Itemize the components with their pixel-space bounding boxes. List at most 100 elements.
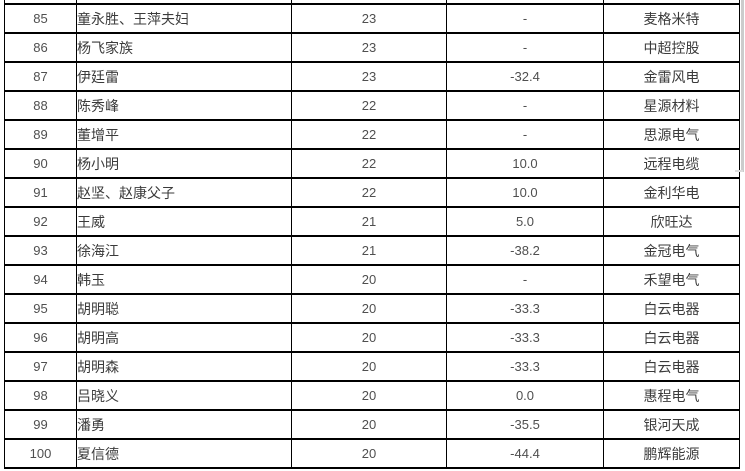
- cell-value: 20: [291, 351, 447, 381]
- table-row: 89 董增平 22- 思源电气: [4, 119, 740, 149]
- cell-company: 白云电器: [603, 322, 740, 352]
- table-row: 95 胡明聪 20 -33.3 白云电器: [4, 293, 740, 323]
- cell-name: 胡明高: [76, 322, 292, 352]
- cell-value: 23: [291, 32, 447, 62]
- cell-rank: 86: [4, 32, 77, 62]
- cell-name: 胡明森: [76, 351, 292, 381]
- cell-rank: [4, 0, 77, 4]
- cell-change: -32.4: [446, 61, 604, 91]
- table-row: 99 潘勇 20 -35.5 银河天成: [4, 409, 740, 439]
- cell-name: 赵坚、赵康父子: [76, 177, 292, 207]
- cell-change: -: [446, 264, 604, 294]
- cell-company: 白云电器: [603, 351, 740, 381]
- cell-rank: 98: [4, 380, 77, 410]
- table-row: 97 胡明森 20 -33.3 白云电器: [4, 351, 740, 381]
- cell-name: 徐海江: [76, 235, 292, 265]
- cell-value: 22: [291, 177, 447, 207]
- cell-name: 王威: [76, 206, 292, 236]
- cell-change: -: [446, 119, 604, 149]
- cell-name: 童永胜、王萍夫妇: [76, 3, 292, 33]
- cell-rank: 91: [4, 177, 77, 207]
- cell-change: [446, 0, 604, 4]
- cell-rank: 90: [4, 148, 77, 178]
- cell-name: 吕晓义: [76, 380, 292, 410]
- cell-rank: 88: [4, 90, 77, 120]
- table-row: 93 徐海江 21 -38.2 金冠电气: [4, 235, 740, 265]
- cell-rank: 89: [4, 119, 77, 149]
- table-row: 94 韩玉 20- 禾望电气: [4, 264, 740, 294]
- cell-rank: 94: [4, 264, 77, 294]
- cell-company: 金冠电气: [603, 235, 740, 265]
- cell-change: -35.5: [446, 409, 604, 439]
- table-row: 90 杨小明 22 10.0 远程电缆: [4, 148, 740, 178]
- table-row: 98 吕晓义 20 0.0 惠程电气: [4, 380, 740, 410]
- cell-change: -44.4: [446, 438, 604, 469]
- cell-value: 21: [291, 235, 447, 265]
- cell-company: 欣旺达: [603, 206, 740, 236]
- cell-change: 5.0: [446, 206, 604, 236]
- scrollbar-thumb[interactable]: [741, 0, 744, 172]
- cell-company: 惠程电气: [603, 380, 740, 410]
- table-row: 85 童永胜、王萍夫妇 23- 麦格米特: [4, 3, 740, 33]
- cell-change: 10.0: [446, 177, 604, 207]
- cell-change: -: [446, 32, 604, 62]
- table-body: 85 童永胜、王萍夫妇 23- 麦格米特 86 杨飞家族 23- 中超控股 87 伊廷雷 23 -32…: [4, 0, 740, 469]
- cell-rank: 99: [4, 409, 77, 439]
- cell-name: 潘勇: [76, 409, 292, 439]
- scrollbar-track-end: [735, 170, 743, 172]
- cell-rank: 92: [4, 206, 77, 236]
- cell-company: 金利华电: [603, 177, 740, 207]
- cell-value: 20: [291, 409, 447, 439]
- table-row: 92 王威 21 5.0 欣旺达: [4, 206, 740, 236]
- cell-value: 23: [291, 3, 447, 33]
- table-row: 87 伊廷雷 23 -32.4 金雷风电: [4, 61, 740, 91]
- cell-rank: 93: [4, 235, 77, 265]
- cell-rank: 96: [4, 322, 77, 352]
- cell-company: 白云电器: [603, 293, 740, 323]
- cell-name: 陈秀峰: [76, 90, 292, 120]
- table-row-cutoff: [4, 0, 740, 4]
- cell-value: 20: [291, 380, 447, 410]
- cell-change: -33.3: [446, 351, 604, 381]
- cell-change: -33.3: [446, 322, 604, 352]
- cell-company: 禾望电气: [603, 264, 740, 294]
- cell-change: 0.0: [446, 380, 604, 410]
- cell-value: 20: [291, 322, 447, 352]
- table-row: 88 陈秀峰 22- 星源材料: [4, 90, 740, 120]
- cell-rank: 95: [4, 293, 77, 323]
- cell-company: 中超控股: [603, 32, 740, 62]
- table-row: 96 胡明高 20 -33.3 白云电器: [4, 322, 740, 352]
- table-row: 100 夏信德 20 -44.4 鹏辉能源: [4, 438, 740, 469]
- cell-change: -33.3: [446, 293, 604, 323]
- cell-company: 鹏辉能源: [603, 438, 740, 469]
- cell-name: 韩玉: [76, 264, 292, 294]
- cell-change: -: [446, 90, 604, 120]
- cell-value: 20: [291, 438, 447, 469]
- cell-company: 星源材料: [603, 90, 740, 120]
- cell-company: 麦格米特: [603, 3, 740, 33]
- cell-company: [603, 0, 740, 4]
- cell-value: 20: [291, 264, 447, 294]
- cell-name: 杨小明: [76, 148, 292, 178]
- cell-rank: 100: [4, 438, 77, 469]
- cell-value: 20: [291, 293, 447, 323]
- cell-change: 10.0: [446, 148, 604, 178]
- cell-name: 胡明聪: [76, 293, 292, 323]
- cell-name: 伊廷雷: [76, 61, 292, 91]
- ranking-table: 85 童永胜、王萍夫妇 23- 麦格米特 86 杨飞家族 23- 中超控股 87 伊廷雷 23 -32…: [4, 0, 740, 469]
- cell-value: 22: [291, 119, 447, 149]
- cell-value: 23: [291, 61, 447, 91]
- cell-rank: 85: [4, 3, 77, 33]
- cell-rank: 97: [4, 351, 77, 381]
- cell-name: [76, 0, 292, 4]
- cell-company: 银河天成: [603, 409, 740, 439]
- cell-company: 金雷风电: [603, 61, 740, 91]
- cell-value: 22: [291, 90, 447, 120]
- table-row: 86 杨飞家族 23- 中超控股: [4, 32, 740, 62]
- cell-company: 思源电气: [603, 119, 740, 149]
- table-row: 91 赵坚、赵康父子 22 10.0 金利华电: [4, 177, 740, 207]
- cell-value: 21: [291, 206, 447, 236]
- cell-change: -: [446, 3, 604, 33]
- cell-change: -38.2: [446, 235, 604, 265]
- cell-name: 董增平: [76, 119, 292, 149]
